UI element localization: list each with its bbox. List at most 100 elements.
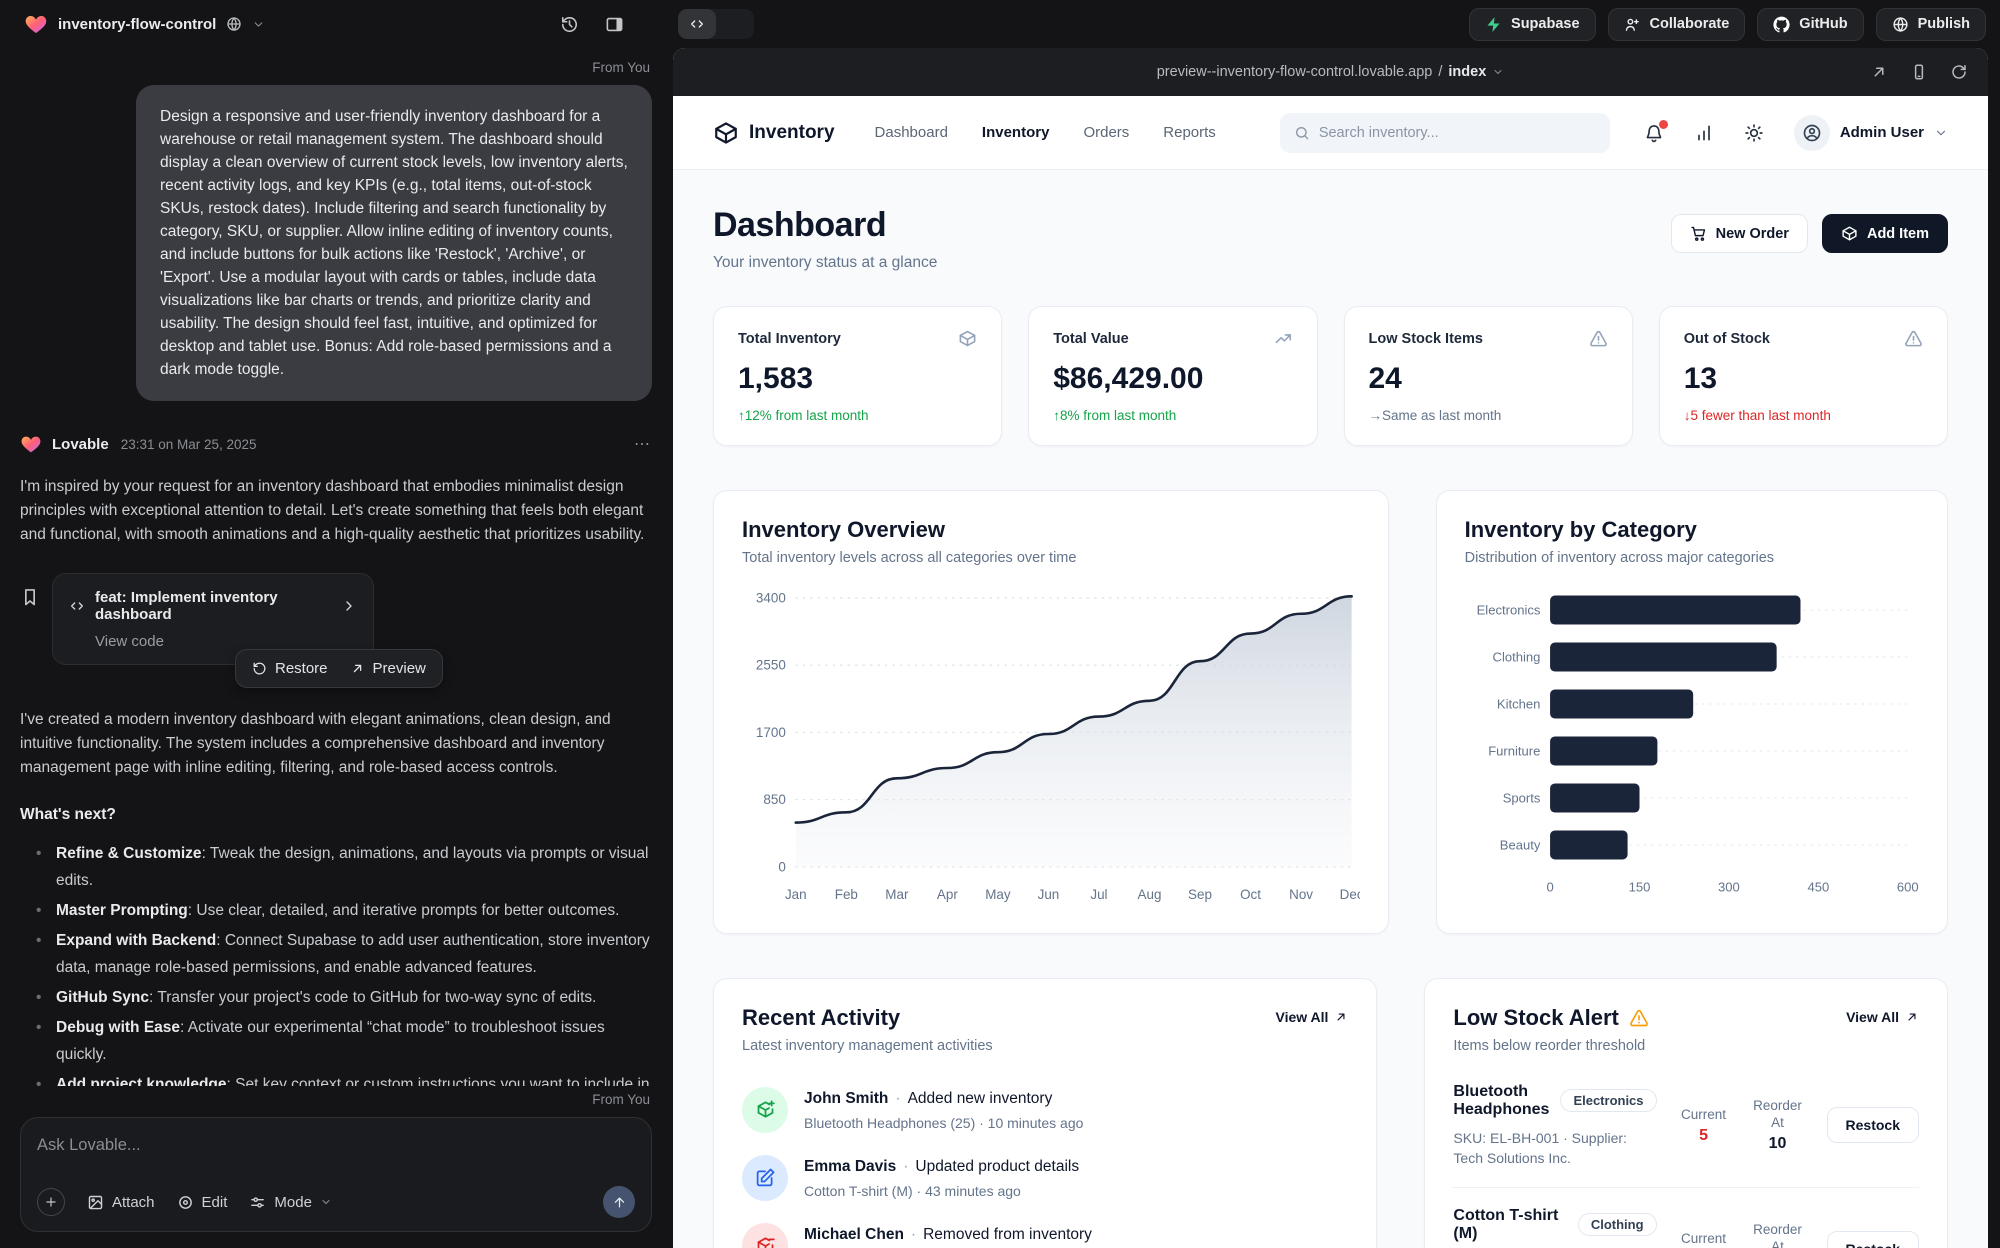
plus-icon (44, 1195, 58, 1209)
analytics-icon[interactable] (1694, 123, 1714, 143)
attach-button[interactable]: Attach (87, 1194, 155, 1211)
message-menu-button[interactable]: ⋯ (634, 436, 652, 453)
new-order-button[interactable]: New Order (1670, 214, 1808, 253)
restock-button[interactable]: Restock (1826, 1107, 1919, 1144)
mode-selector[interactable]: Mode (249, 1194, 332, 1211)
theme-toggle-icon[interactable] (1744, 123, 1764, 143)
chart-title: Inventory Overview (742, 517, 945, 542)
chat-input[interactable]: Ask Lovable... (37, 1136, 141, 1154)
github-button[interactable]: GitHub (1757, 7, 1864, 41)
svg-text:450: 450 (1807, 879, 1829, 894)
nav-item-reports[interactable]: Reports (1163, 124, 1216, 141)
search-icon (1294, 125, 1310, 141)
svg-text:Electronics: Electronics (1476, 602, 1540, 617)
send-button[interactable] (603, 1186, 635, 1218)
supabase-button[interactable]: Supabase (1469, 7, 1596, 41)
kpi-change: ↑8% from last month (1053, 408, 1177, 423)
bookmark-icon[interactable] (20, 587, 40, 607)
page-subtitle: Your inventory status at a glance (713, 254, 938, 271)
arrow-up-right-icon (350, 661, 365, 676)
edit-button[interactable]: Edit (177, 1194, 227, 1211)
reorder-value: 10 (1768, 1135, 1787, 1153)
restock-button[interactable]: Restock (1826, 1231, 1919, 1248)
open-external-icon[interactable] (1870, 63, 1888, 81)
svg-text:Nov: Nov (1289, 887, 1313, 902)
activity-item[interactable]: John Smith · Added new inventory Bluetooth… (742, 1076, 1348, 1144)
activity-user: Michael Chen (804, 1225, 904, 1243)
chart-subtitle: Total inventory levels across all catego… (742, 550, 1077, 566)
svg-text:Beauty: Beauty (1499, 837, 1540, 852)
activity-item[interactable]: Michael Chen·Removed from inventory Coff… (742, 1212, 1348, 1248)
restore-icon (252, 661, 267, 676)
svg-text:Kitchen: Kitchen (1496, 696, 1540, 711)
reorder-label: Reorder At (1753, 1222, 1802, 1248)
edit-icon (755, 1167, 776, 1188)
add-attachment-button[interactable] (37, 1188, 65, 1216)
view-all-activity-link[interactable]: View All (1276, 1009, 1349, 1025)
restore-button[interactable]: Restore (252, 660, 328, 677)
low-stock-item: Bluetooth Headphones Electronics SKU: EL… (1453, 1064, 1919, 1188)
svg-text:0: 0 (778, 859, 785, 874)
preview-button[interactable]: Preview (350, 660, 426, 677)
activity-user: Emma Davis (804, 1157, 897, 1175)
nav-item-dashboard[interactable]: Dashboard (874, 124, 948, 141)
recent-activity-card: Recent Activity Latest inventory managem… (713, 977, 1378, 1248)
refresh-icon[interactable] (1950, 63, 1968, 81)
nav-item-inventory[interactable]: Inventory (981, 124, 1050, 141)
inventory-by-category-card: Inventory by Category Distribution of in… (1435, 490, 1948, 934)
low-stock-alert-card: Low Stock Alert Items below reorder thre… (1424, 977, 1948, 1248)
user-menu[interactable]: Admin User (1793, 114, 1948, 151)
url-page: index (1448, 64, 1487, 80)
project-header[interactable]: inventory-flow-control (0, 12, 560, 36)
collaborate-button[interactable]: Collaborate (1607, 7, 1746, 41)
view-all-low-stock-link[interactable]: View All (1846, 1009, 1919, 1025)
assistant-name: Lovable (52, 435, 109, 453)
chevron-down-icon[interactable] (252, 18, 265, 31)
preview-url-bar[interactable]: preview--inventory-flow-control.lovable.… (673, 64, 1988, 80)
svg-text:Dec: Dec (1340, 887, 1360, 902)
kpi-value: 1,583 (738, 362, 814, 395)
mobile-view-icon[interactable] (1910, 63, 1928, 81)
svg-text:Feb: Feb (835, 887, 858, 902)
chevron-right-icon (341, 598, 357, 614)
current-label: Current (1681, 1230, 1727, 1246)
chevron-down-icon (1934, 126, 1948, 140)
chat-composer[interactable]: Ask Lovable... Attach Edit Mode (20, 1117, 652, 1232)
suggestion-item: Expand with Backend: Connect Supabase to… (20, 927, 652, 981)
panel-toggle-icon[interactable] (605, 15, 624, 34)
globe-icon (1892, 16, 1909, 33)
inventory-overview-card: Inventory Overview Total inventory level… (713, 490, 1389, 934)
kpi-change: →Same as last month (1368, 408, 1502, 423)
activity-icon-badge (742, 1086, 788, 1133)
page-title: Dashboard (713, 206, 887, 244)
section-subtitle: Items below reorder threshold (1453, 1037, 1646, 1054)
chat-scroll-area[interactable]: From You Design a responsive and user-fr… (0, 48, 672, 1086)
search-input[interactable] (1318, 124, 1596, 141)
notifications-button[interactable] (1644, 119, 1668, 143)
svg-text:May: May (985, 887, 1011, 902)
supabase-icon (1485, 16, 1502, 33)
add-item-button[interactable]: Add Item (1821, 214, 1948, 253)
arrow-up-right-icon (1905, 1010, 1919, 1024)
alert-triangle-icon (1629, 1008, 1649, 1028)
reorder-label: Reorder At (1753, 1098, 1802, 1131)
app-brand[interactable]: Inventory (713, 120, 835, 146)
category-badge: Clothing (1577, 1213, 1657, 1237)
code-view-toggle[interactable] (678, 9, 754, 39)
publish-button[interactable]: Publish (1875, 7, 1986, 41)
chevron-down-icon[interactable] (1492, 66, 1504, 78)
view-code-link[interactable]: View code (95, 633, 164, 650)
version-card[interactable]: feat: Implement inventory dashboard View… (52, 573, 374, 665)
suggestion-item: Master Prompting: Use clear, detailed, a… (20, 897, 652, 924)
nav-item-orders[interactable]: Orders (1083, 124, 1130, 141)
package-icon (1841, 225, 1858, 242)
app-header: Inventory Dashboard Inventory Orders Report… (673, 96, 1988, 170)
svg-text:Furniture: Furniture (1488, 743, 1540, 758)
section-title: Low Stock Alert (1453, 1004, 1619, 1030)
search-box[interactable] (1279, 112, 1610, 153)
from-you-label: From You (592, 60, 650, 75)
kpi-label: Low Stock Items (1368, 330, 1483, 347)
activity-item[interactable]: Emma Davis · Updated product details Cotto… (742, 1144, 1348, 1212)
brand-name: Inventory (749, 121, 835, 143)
history-icon[interactable] (560, 15, 579, 34)
